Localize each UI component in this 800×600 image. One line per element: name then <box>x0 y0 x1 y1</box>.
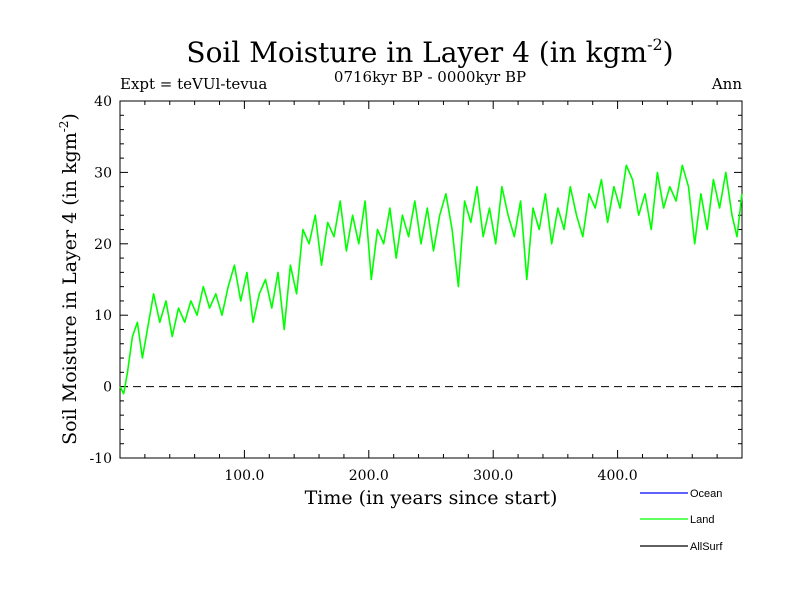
series-line-land <box>119 164 743 395</box>
experiment-label: Expt = teVUl-tevua <box>120 75 267 93</box>
title-superscript: -2 <box>647 35 663 54</box>
y-axis-label: Soil Moisture in Layer 4 (in kgm-2) <box>57 113 81 445</box>
y-label-superscript: -2 <box>57 121 71 133</box>
y-tick-label: -10 <box>89 451 112 467</box>
y-label-suffix: ) <box>59 113 81 120</box>
plot-frame <box>119 100 743 459</box>
y-tick-label: 40 <box>94 94 112 110</box>
y-tick-label: 10 <box>94 308 112 324</box>
x-tick-label: 200.0 <box>349 468 389 484</box>
chart-subtitle: 0716kyr BP - 0000kyr BP <box>334 68 526 86</box>
x-tick-label: 100.0 <box>224 468 264 484</box>
x-axis-label: Time (in years since start) <box>305 487 558 509</box>
legend: Ocean Land AllSurf <box>640 488 723 553</box>
y-tick-label: 0 <box>103 380 112 396</box>
legend-label-ocean: Ocean <box>690 488 722 500</box>
title-suffix: ) <box>663 36 674 69</box>
legend-label-land: Land <box>690 514 714 526</box>
y-tick-label: 30 <box>94 165 112 181</box>
y-tick-label: 20 <box>94 237 112 253</box>
x-tick-label: 400.0 <box>598 468 638 484</box>
legend-label-allsurf: AllSurf <box>690 541 723 553</box>
chart-title: Soil Moisture in Layer 4 (in kgm-2) <box>186 35 673 69</box>
x-tick-label: 300.0 <box>473 468 513 484</box>
season-label: Ann <box>711 75 742 93</box>
